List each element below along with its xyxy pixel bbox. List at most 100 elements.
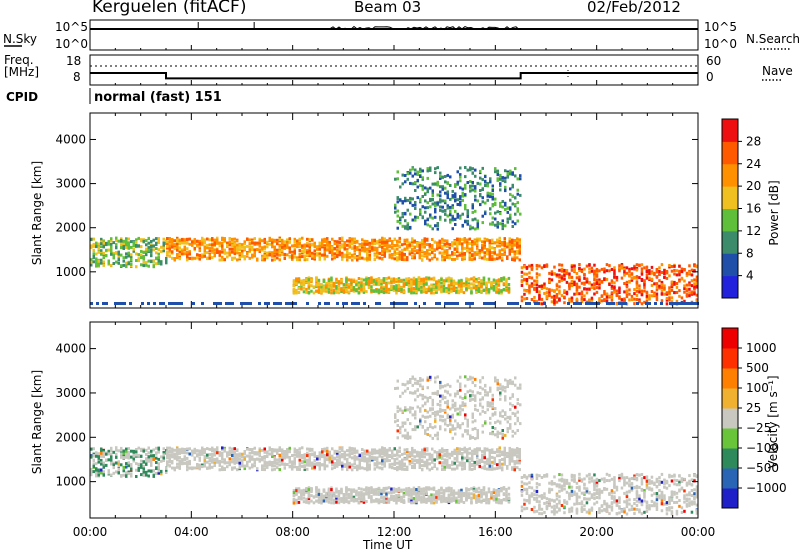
velocity-echo-cell bbox=[397, 489, 401, 493]
power-echo-cell bbox=[430, 283, 433, 287]
velocity-echo-cell bbox=[368, 455, 371, 459]
velocity-echo-cell bbox=[337, 497, 341, 501]
velocity-echo-cell bbox=[376, 462, 379, 466]
power-echo-cell bbox=[450, 289, 453, 293]
power-echo-cell bbox=[243, 242, 246, 246]
velocity-echo-cell bbox=[248, 451, 251, 455]
velocity-echo-cell bbox=[466, 452, 469, 456]
power-echo-cell bbox=[422, 279, 426, 283]
power-echo-cell bbox=[326, 237, 329, 241]
velocity-echo-cell bbox=[426, 447, 429, 451]
power-echo-cell bbox=[105, 248, 108, 252]
power-echo-cell bbox=[418, 241, 421, 245]
power-echo-cell bbox=[120, 246, 123, 250]
power-echo-cell bbox=[409, 181, 412, 185]
power-echo-cell bbox=[508, 252, 511, 256]
power-echo-cell bbox=[377, 277, 381, 280]
power-echo-cell bbox=[410, 280, 413, 284]
power-echo-cell bbox=[432, 291, 436, 295]
velocity-echo-cell bbox=[380, 500, 383, 504]
velocity-echo-cell bbox=[281, 458, 284, 462]
velocity-echo-cell bbox=[396, 429, 399, 433]
power-echo-cell bbox=[155, 251, 158, 255]
velocity-echo-cell bbox=[409, 378, 412, 381]
power-echo-cell bbox=[338, 245, 341, 249]
power-echo-cell bbox=[127, 244, 130, 248]
power-echo-cell bbox=[330, 291, 333, 295]
velocity-echo-cell bbox=[409, 410, 412, 414]
velocity-echo-cell bbox=[438, 449, 441, 453]
power-echo-cell bbox=[211, 256, 214, 260]
velocity-echo-cell bbox=[145, 459, 148, 463]
power-echo-cell bbox=[301, 244, 304, 248]
power-echo-cell bbox=[135, 259, 138, 262]
velocity-echo-cell bbox=[198, 456, 201, 460]
power-echo-cell bbox=[353, 252, 356, 256]
velocity-echo-cell bbox=[233, 452, 236, 455]
velocity-echo-cell bbox=[406, 431, 409, 435]
power-echo-cell bbox=[122, 263, 125, 267]
velocity-echo-cell bbox=[125, 465, 128, 469]
velocity-echo-cell bbox=[345, 487, 348, 491]
power-echo-cell bbox=[480, 289, 483, 293]
velocity-echo-cell bbox=[271, 468, 274, 472]
velocity-echo-cell bbox=[303, 466, 306, 470]
power-echo-cell bbox=[430, 277, 433, 281]
velocity-echo-cell bbox=[476, 460, 479, 464]
velocity-echo-cell bbox=[462, 501, 466, 504]
velocity-echo-cell bbox=[330, 493, 333, 497]
velocity-echo-cell bbox=[110, 460, 113, 464]
power-echo-cell bbox=[358, 244, 361, 248]
power-echo-cell bbox=[388, 245, 391, 249]
velocity-echo-cell bbox=[470, 487, 473, 491]
power-echo-cell bbox=[107, 240, 110, 244]
power-echo-cell bbox=[373, 253, 376, 257]
velocity-echo-cell bbox=[418, 451, 421, 455]
power-echo-cell bbox=[276, 238, 279, 242]
power-echo-cell bbox=[383, 240, 386, 244]
velocity-echo-cell bbox=[420, 489, 423, 493]
velocity-echo-cell bbox=[440, 491, 443, 495]
velocity-echo-cell bbox=[416, 454, 419, 458]
power-echo-cell bbox=[435, 280, 438, 284]
velocity-echo-cell bbox=[406, 381, 409, 385]
power-echo-cell bbox=[340, 290, 343, 293]
power-echo-cell bbox=[298, 255, 301, 259]
velocity-echo-cell bbox=[406, 468, 409, 471]
velocity-echo-cell bbox=[147, 446, 150, 450]
power-echo-cell bbox=[330, 288, 333, 292]
velocity-echo-cell bbox=[503, 459, 506, 462]
velocity-echo-cell bbox=[313, 454, 316, 458]
power-echo-cell bbox=[358, 256, 361, 260]
velocity-echo-cell bbox=[404, 389, 407, 393]
power-echo-cell bbox=[243, 257, 246, 261]
power-echo-cell bbox=[450, 279, 453, 283]
velocity-echo-cell bbox=[442, 496, 446, 500]
velocity-echo-cell bbox=[416, 458, 419, 462]
power-echo-cell bbox=[95, 257, 98, 261]
velocity-echo-cell bbox=[495, 500, 498, 504]
velocity-echo-cell bbox=[341, 464, 344, 468]
power-echo-cell bbox=[438, 239, 441, 243]
velocity-echo-cell bbox=[306, 458, 309, 462]
velocity-echo-cell bbox=[316, 457, 319, 461]
velocity-echo-cell bbox=[178, 456, 181, 460]
velocity-echo-cell bbox=[322, 497, 326, 501]
power-echo-cell bbox=[404, 196, 407, 200]
velocity-echo-cell bbox=[470, 496, 473, 500]
velocity-echo-cell bbox=[496, 448, 499, 452]
power-echo-cell bbox=[416, 170, 419, 174]
power-echo-cell bbox=[416, 251, 419, 255]
velocity-echo-cell bbox=[407, 499, 411, 503]
power-echo-cell bbox=[437, 284, 441, 288]
velocity-echo-cell bbox=[491, 449, 494, 453]
power-echo-cell bbox=[422, 285, 426, 289]
velocity-echo-cell bbox=[231, 454, 234, 457]
power-echo-cell bbox=[395, 291, 398, 295]
power-echo-cell bbox=[251, 248, 254, 252]
power-echo-cell bbox=[432, 283, 436, 287]
power-echo-cell bbox=[196, 256, 199, 260]
power-echo-cell bbox=[246, 244, 249, 248]
velocity-echo-cell bbox=[378, 450, 381, 454]
power-echo-cell bbox=[415, 282, 418, 285]
